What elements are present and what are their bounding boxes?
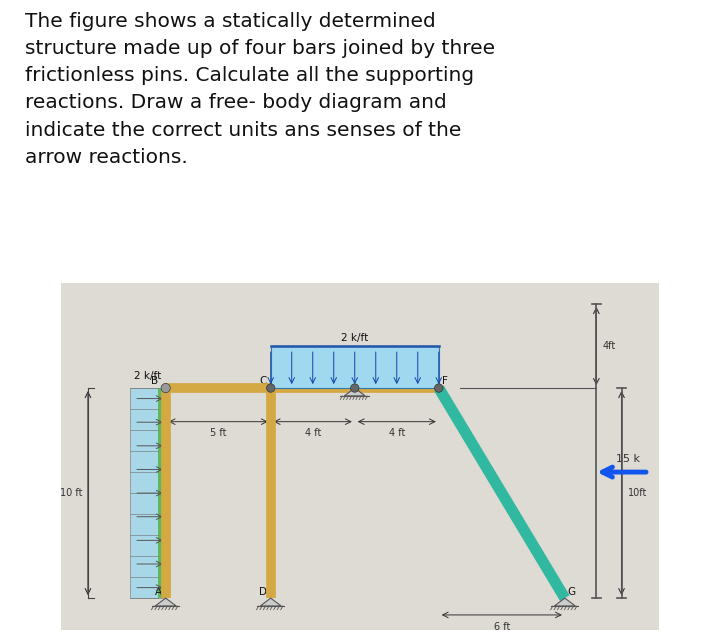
Text: G: G (568, 587, 576, 597)
Text: 2 k/ft: 2 k/ft (341, 333, 369, 343)
Text: C: C (259, 376, 266, 386)
Bar (271, 346, 438, 388)
Polygon shape (260, 598, 282, 606)
Text: 4 ft: 4 ft (305, 428, 321, 438)
Text: E: E (351, 375, 358, 385)
Text: 5 ft: 5 ft (210, 428, 227, 438)
Bar (158, 388, 166, 598)
Text: F: F (441, 376, 448, 386)
Polygon shape (554, 598, 575, 606)
Text: A: A (155, 587, 162, 597)
Text: The figure shows a statically determined
structure made up of four bars joined b: The figure shows a statically determined… (24, 11, 495, 167)
Circle shape (161, 384, 171, 392)
Text: 4ft: 4ft (603, 341, 616, 351)
Text: 4 ft: 4 ft (389, 428, 405, 438)
Text: 6 ft: 6 ft (494, 622, 510, 632)
Text: D: D (259, 587, 267, 597)
Bar (130, 388, 166, 598)
Text: B: B (151, 376, 158, 386)
Polygon shape (156, 598, 176, 606)
Text: 2 k/ft: 2 k/ft (134, 371, 161, 381)
Circle shape (266, 384, 275, 392)
Polygon shape (344, 388, 365, 396)
Circle shape (351, 384, 359, 392)
Circle shape (161, 384, 170, 392)
Text: 10ft: 10ft (628, 488, 647, 498)
Text: 10 ft: 10 ft (60, 488, 83, 498)
Text: 15 k: 15 k (616, 453, 640, 464)
Circle shape (435, 384, 443, 392)
